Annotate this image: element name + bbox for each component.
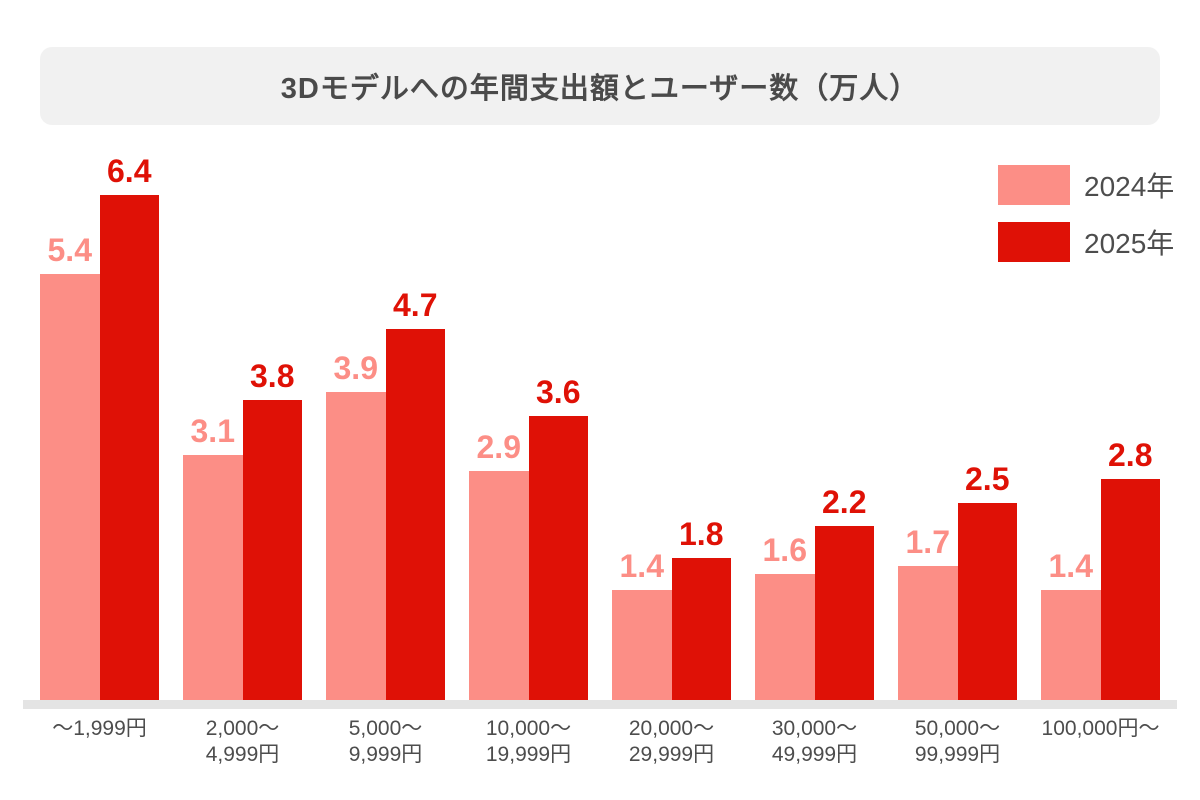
bar-wrap: 4.7 [385,287,445,700]
legend-swatch [998,222,1070,262]
bar [528,415,588,700]
bar-wrap: 1.4 [1041,547,1101,700]
bar-wrap: 3.8 [242,358,302,700]
bar-wrap: 3.9 [326,352,386,700]
x-axis-label: 20,000～ 29,999円 [628,717,715,766]
bar-value-label: 1.4 [619,547,664,584]
bar-group: 3.1 3.8 [183,360,302,700]
bar-value-label: 3.6 [536,373,581,410]
bar-value-label: 1.7 [905,523,950,560]
bar-value-label: 1.6 [762,531,807,568]
bar-group: 3.9 4.7 [326,289,445,700]
legend: 2024年 2025年 [998,165,1174,262]
bar-group: 1.6 2.2 [755,486,874,700]
bar-wrap: 3.6 [528,373,588,700]
bar-wrap: 5.4 [40,234,100,700]
bar [183,455,243,700]
bar-value-label: 2.8 [1108,437,1153,474]
bar [99,195,159,700]
bar-value-label: 3.9 [333,350,378,387]
x-axis-labels: ～1,999円 2,000～ 4,999円 5,000～ 9,999円 10,000～… [40,716,1160,768]
bar-wrap: 1.4 [612,547,672,700]
chart-title: 3Dモデルへの年間支出額とユーザー数（万人） [280,73,920,105]
bar [755,573,815,700]
bar-wrap: 2.8 [1100,437,1160,700]
bar [385,329,445,700]
x-axis-label: 5,000～ 9,999円 [348,717,423,766]
bar-value-label: 1.4 [1048,547,1093,584]
legend-item: 2024年 [998,165,1174,205]
bar-wrap: 1.6 [755,534,815,700]
bar-value-label: 2.9 [476,429,521,466]
bar-wrap: 1.8 [671,516,731,700]
x-axis-line [23,700,1177,709]
bar-value-label: 6.4 [107,153,152,189]
bar-value-label: 3.1 [190,413,235,450]
bar-group: 1.4 2.8 [1041,439,1160,700]
chart-title-box: 3Dモデルへの年間支出額とユーザー数（万人） [40,47,1160,125]
legend-label: 2024年 [1084,171,1175,202]
bar [957,502,1017,700]
bar-value-label: 2.5 [965,460,1010,497]
x-axis-label: 10,000～ 19,999円 [485,717,572,766]
bar [40,273,100,700]
bar-value-label: 2.2 [822,484,867,521]
bar-group: 1.4 1.8 [612,518,731,700]
x-axis-label: 100,000円～ [1041,717,1160,740]
bar-wrap: 6.4 [99,153,159,700]
bar [898,565,958,700]
bar [671,558,731,700]
legend-swatch [998,165,1070,205]
bar-wrap: 1.7 [898,526,958,700]
bar-group: 2.9 3.6 [469,376,588,700]
bar [326,392,386,700]
bar [1041,589,1101,700]
bar [469,471,529,700]
legend-item: 2025年 [998,222,1174,262]
bar-value-label: 3.8 [250,358,295,395]
bar-value-label: 5.4 [47,231,92,268]
bar-value-label: 4.7 [393,287,438,324]
x-axis-label: 2,000～ 4,999円 [205,717,280,766]
bar [242,400,302,700]
x-axis-label: 30,000～ 49,999円 [771,717,858,766]
x-axis-label: 50,000～ 99,999円 [914,717,1001,766]
bar [1100,479,1160,700]
bar-value-label: 1.8 [679,516,724,552]
bar-group: 5.4 6.4 [40,155,159,700]
bar-wrap: 2.2 [814,484,874,700]
x-axis-label: ～1,999円 [52,717,147,740]
chart-bars: 5.4 6.4 3.1 3.8 3.9 4.7 2.9 3.6 1.4 1.8 1.6 2.2 1.7 2… [40,0,1160,700]
bar [612,589,672,700]
legend-label: 2025年 [1084,228,1175,259]
bar [814,526,874,700]
bar-group: 1.7 2.5 [898,463,1017,700]
bar-wrap: 2.9 [469,431,529,700]
bar-wrap: 2.5 [957,460,1017,700]
bar-wrap: 3.1 [183,415,243,700]
